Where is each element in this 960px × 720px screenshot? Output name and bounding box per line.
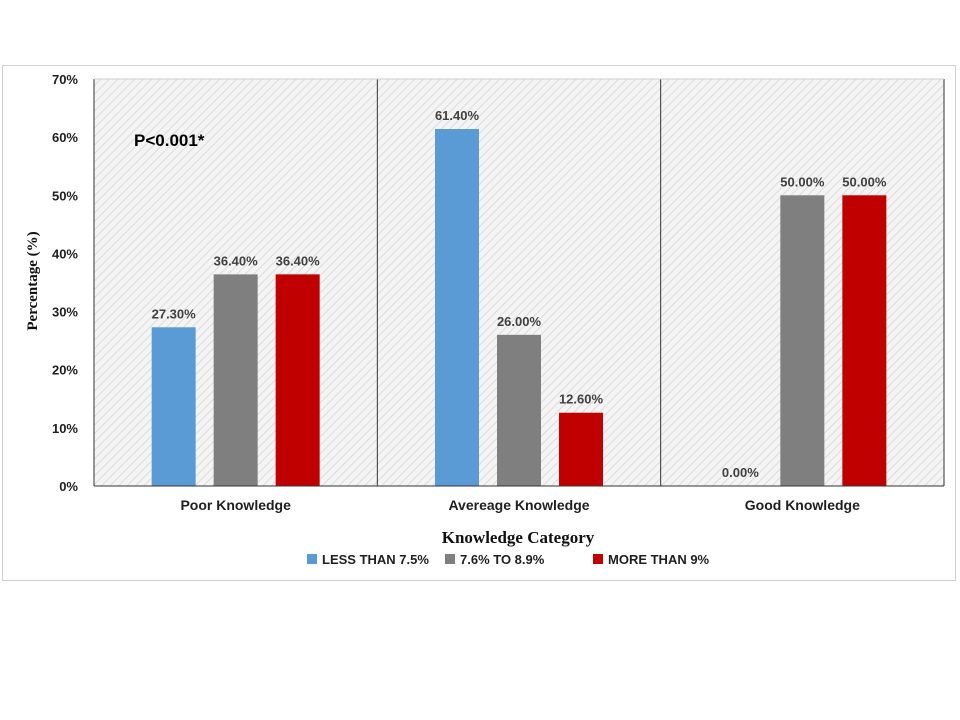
- bar: [213, 274, 258, 486]
- x-tick-label: Good Knowledge: [745, 497, 860, 513]
- x-axis-title: Knowledge Category: [442, 528, 595, 547]
- chart-frame: 0% 10% 20% 30% 40% 50% 60% 70% 27.30% 36.40% 36.40…: [2, 65, 956, 581]
- legend-label: LESS THAN 7.5%: [322, 552, 429, 567]
- data-label: 50.00%: [842, 174, 887, 189]
- data-label: 61.40%: [435, 108, 480, 123]
- x-tick-label: Poor Knowledge: [180, 497, 291, 513]
- p-value-annotation: P<0.001*: [134, 131, 205, 150]
- y-tick-label: 70%: [52, 72, 78, 87]
- bar: [497, 334, 541, 486]
- data-label: 50.00%: [780, 174, 825, 189]
- data-label: 26.00%: [497, 314, 542, 329]
- y-tick-label: 40%: [52, 246, 78, 261]
- y-tick-label: 50%: [52, 188, 78, 203]
- legend-swatch: [307, 554, 317, 564]
- x-tick-label: Avereage Knowledge: [448, 497, 589, 513]
- legend-swatch: [445, 554, 455, 564]
- y-tick-label: 20%: [52, 363, 78, 378]
- y-tick-label: 30%: [52, 305, 78, 320]
- data-label: 0.00%: [722, 465, 759, 480]
- legend: LESS THAN 7.5% 7.6% TO 8.9% MORE THAN 9%: [307, 552, 710, 567]
- bar: [151, 327, 196, 486]
- data-label: 12.60%: [559, 392, 604, 407]
- y-axis-title: Percentage (%): [25, 231, 41, 330]
- bar-chart: 0% 10% 20% 30% 40% 50% 60% 70% 27.30% 36.40% 36.40…: [25, 72, 945, 567]
- data-label: 36.40%: [214, 253, 259, 268]
- bar: [559, 412, 603, 486]
- bar: [842, 195, 887, 487]
- y-tick-label: 0%: [59, 479, 78, 494]
- y-tick-label: 60%: [52, 130, 78, 145]
- bar: [780, 195, 825, 487]
- data-label: 36.40%: [276, 253, 321, 268]
- data-label: 27.30%: [152, 306, 197, 321]
- bar: [435, 129, 479, 486]
- legend-label: 7.6% TO 8.9%: [460, 552, 545, 567]
- legend-swatch: [593, 554, 603, 564]
- y-tick-label: 10%: [52, 421, 78, 436]
- legend-label: MORE THAN 9%: [608, 552, 710, 567]
- plot-area: 0% 10% 20% 30% 40% 50% 60% 70% 27.30% 36.40% 36.40…: [52, 72, 945, 513]
- bar: [275, 274, 320, 486]
